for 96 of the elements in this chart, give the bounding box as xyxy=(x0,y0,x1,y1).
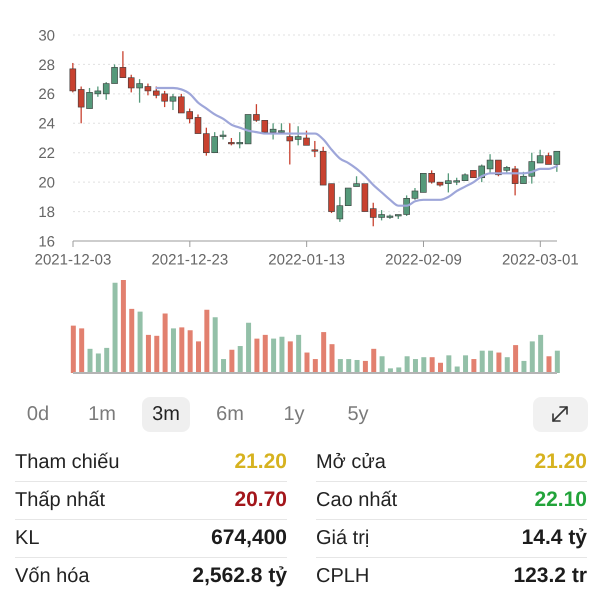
bar xyxy=(162,313,168,373)
bar xyxy=(120,280,126,373)
text: 123.2 tr xyxy=(513,564,587,587)
bar xyxy=(546,356,552,373)
x-tick-label: 2021-12-23 xyxy=(151,252,228,269)
bar xyxy=(312,359,318,373)
category-label: Cao nhất xyxy=(316,488,398,513)
bar xyxy=(530,341,535,373)
bar xyxy=(346,359,352,373)
y-tick-label: 26 xyxy=(38,86,55,104)
text: 1m xyxy=(87,402,117,427)
bar xyxy=(112,282,118,373)
bar xyxy=(70,326,76,373)
bar xyxy=(138,312,143,373)
candlestick xyxy=(312,140,318,158)
bar xyxy=(430,357,435,373)
candlestick xyxy=(261,120,268,134)
bar xyxy=(288,341,293,373)
category-label: Tham chiếu xyxy=(15,450,120,475)
bar xyxy=(321,332,326,373)
candlestick xyxy=(70,62,76,94)
bar xyxy=(488,350,494,373)
bar xyxy=(196,341,201,373)
bar xyxy=(229,350,234,373)
bar xyxy=(463,355,468,373)
category-label: Giá trị xyxy=(316,526,370,551)
bar xyxy=(146,334,151,373)
text: 2,562.8 tỷ xyxy=(192,564,287,587)
bar xyxy=(154,336,160,373)
bar xyxy=(538,334,544,373)
candlestick xyxy=(128,74,135,94)
bar xyxy=(88,348,93,373)
bar xyxy=(79,328,84,373)
bar xyxy=(271,338,276,373)
bar xyxy=(179,327,184,373)
bar xyxy=(354,360,360,373)
text: 1y xyxy=(282,402,306,427)
y-tick-label: 22 xyxy=(38,145,55,162)
text: 14.4 tỷ xyxy=(522,526,587,549)
bar xyxy=(279,336,284,373)
bar xyxy=(262,334,268,373)
bar xyxy=(380,356,385,373)
y-tick-label: 16 xyxy=(38,233,55,250)
x-tick-label: 2022-01-13 xyxy=(268,252,346,269)
bar xyxy=(554,350,560,373)
category-label: KL xyxy=(15,526,40,551)
text: 6m xyxy=(215,402,245,427)
candlestick xyxy=(344,188,352,206)
bar xyxy=(521,360,526,373)
bar xyxy=(212,317,218,373)
category-label: Vốn hóa xyxy=(15,564,90,589)
text: 22.10 xyxy=(534,488,587,511)
category-label: Thấp nhất xyxy=(15,488,106,513)
bar xyxy=(513,345,518,373)
x-tick-label: 2021-12-03 xyxy=(34,252,112,269)
bar xyxy=(246,322,252,373)
y-tick-label: 18 xyxy=(38,204,55,221)
text: 674,400 xyxy=(211,526,287,549)
y-tick-label: 24 xyxy=(38,116,55,133)
text: 21.20 xyxy=(534,450,587,473)
bar xyxy=(446,355,452,373)
bar xyxy=(204,310,210,373)
text: 20.70 xyxy=(234,488,287,511)
y-tick-label: 28 xyxy=(38,56,55,74)
x-tick-label: 2022-03-01 xyxy=(502,252,579,269)
bar xyxy=(362,360,368,373)
bar xyxy=(471,359,476,373)
y-tick-label: 30 xyxy=(38,27,55,44)
bar xyxy=(330,344,335,373)
bar xyxy=(421,357,426,373)
bar xyxy=(371,348,376,373)
candlestick xyxy=(286,122,294,166)
bar xyxy=(170,328,176,373)
bar xyxy=(412,359,418,373)
category-label: CPLH xyxy=(316,564,370,589)
text: 0d xyxy=(26,402,50,427)
bar xyxy=(496,352,502,373)
bar xyxy=(338,359,343,373)
bar xyxy=(504,357,510,373)
text: 5y xyxy=(346,402,370,427)
category-label: Mở cửa xyxy=(316,450,386,475)
bar xyxy=(296,334,302,373)
x-tick-label: 2022-02-09 xyxy=(385,252,462,269)
bar xyxy=(254,338,260,373)
bar xyxy=(221,359,226,373)
bar xyxy=(188,330,193,373)
bar xyxy=(304,352,310,373)
bar xyxy=(96,353,101,373)
bar xyxy=(104,348,110,373)
bar xyxy=(404,356,410,373)
bar xyxy=(480,350,485,373)
candlestick xyxy=(370,202,377,227)
text: 21.20 xyxy=(234,450,287,473)
bar xyxy=(129,308,134,373)
bar xyxy=(238,346,243,373)
y-tick-label: 20 xyxy=(38,174,55,192)
